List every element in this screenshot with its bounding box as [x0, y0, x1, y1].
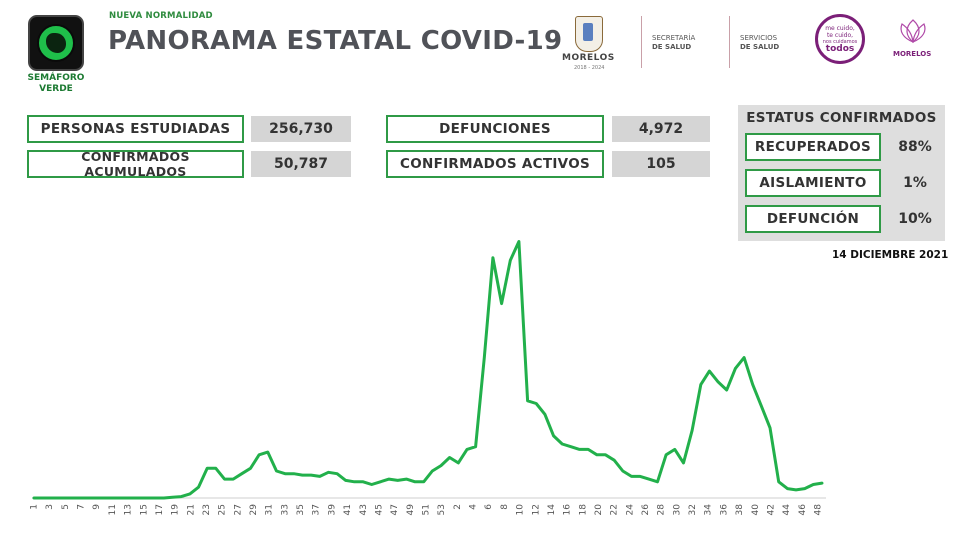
x-tick-label: 47 [390, 504, 400, 515]
x-axis-ticks: 1 3 5 7 9 11 13 15 17 19 21 23 25 27 29 31 33 35 37 39 41 43 4… [30, 504, 824, 516]
x-tick-label: 23 [202, 504, 212, 515]
x-tick-label: 40 [751, 504, 761, 516]
x-tick-label: 25 [218, 504, 228, 515]
personas-estudiadas-label: PERSONAS ESTUDIADAS [27, 115, 244, 143]
x-tick-label: 24 [625, 504, 635, 516]
divider [729, 16, 730, 68]
personas-estudiadas-value: 256,730 [251, 116, 351, 142]
x-tick-label: 11 [108, 504, 118, 515]
x-tick-label: 19 [171, 504, 181, 516]
x-tick-label: 20 [594, 504, 604, 516]
gov-years: 2018 - 2024 [574, 65, 605, 71]
x-tick-label: 38 [735, 504, 745, 516]
confirmados-activos-value: 105 [612, 151, 710, 177]
x-tick-label: 1 [30, 504, 40, 510]
campaign-line1: me cuido, [825, 25, 855, 32]
x-tick-label: 45 [375, 504, 385, 515]
confirmados-activos-label: CONFIRMADOS ACTIVOS [386, 150, 604, 178]
x-tick-label: 16 [563, 504, 573, 516]
aislamiento-label: AISLAMIENTO [745, 169, 881, 197]
confirmados-acumulados-value: 50,787 [251, 151, 351, 177]
crest-icon [575, 16, 603, 52]
aislamiento-value: 1% [903, 175, 927, 191]
x-tick-label: 13 [124, 504, 134, 515]
defuncion-value: 10% [898, 211, 932, 227]
x-tick-label: 21 [186, 504, 196, 515]
x-tick-label: 31 [265, 504, 275, 515]
series-line [32, 240, 824, 500]
x-tick-label: 34 [704, 504, 714, 516]
recuperados-label: RECUPERADOS [745, 133, 881, 161]
campaign-logo: me cuido, te cuido, nos cuidamos todos [815, 14, 865, 64]
dept2-line1: SERVICIOS [740, 34, 778, 42]
state-map-icon [46, 33, 66, 53]
x-tick-label: 51 [422, 504, 432, 515]
x-tick-label: 18 [578, 504, 588, 516]
dept-servicios: SERVICIOS DE SALUD [740, 34, 779, 52]
x-tick-label: 48 [814, 504, 824, 516]
x-tick-label: 7 [77, 504, 87, 510]
x-tick-label: 12 [531, 504, 541, 515]
cases-line-chart: 1 3 5 7 9 11 13 15 17 19 21 23 25 27 29 31 33 35 37 39 41 43 4… [30, 240, 826, 516]
x-tick-label: 9 [92, 504, 102, 510]
confirmados-acumulados-label: CONFIRMADOS ACUMULADOS [27, 149, 244, 179]
x-tick-label: 3 [45, 504, 55, 510]
semaforo-status: SEMÁFORO VERDE [14, 73, 98, 95]
x-tick-label: 5 [61, 504, 71, 510]
semaforo-line1: SEMÁFORO [27, 73, 85, 83]
flower-logo-icon [900, 19, 926, 43]
x-tick-label: 17 [155, 504, 165, 515]
x-tick-label: 10 [516, 504, 526, 516]
status-title: ESTATUS CONFIRMADOS [746, 110, 937, 126]
campaign-line2: te cuido, [826, 32, 854, 39]
x-tick-label: 14 [547, 504, 557, 516]
x-tick-label: 49 [406, 504, 416, 516]
x-tick-label: 33 [280, 504, 290, 515]
x-tick-label: 42 [767, 504, 777, 515]
x-tick-label: 46 [798, 504, 808, 516]
x-tick-label: 26 [641, 504, 651, 516]
defunciones-label: DEFUNCIONES [386, 115, 604, 143]
x-tick-label: 41 [343, 504, 353, 515]
divider [641, 16, 642, 68]
x-tick-label: 4 [469, 504, 479, 510]
campaign-line4: todos [825, 44, 855, 54]
brand-name: MORELOS [893, 50, 932, 58]
x-tick-label: 39 [327, 504, 337, 516]
defuncion-label: DEFUNCIÓN [745, 205, 881, 233]
defunciones-value: 4,972 [612, 116, 710, 142]
x-tick-label: 29 [249, 504, 259, 516]
x-tick-label: 32 [688, 504, 698, 515]
x-tick-label: 27 [233, 504, 243, 515]
gov-name: MORELOS [562, 53, 615, 63]
dept1-line1: SECRETARÍA [652, 34, 696, 42]
x-tick-label: 6 [484, 504, 494, 510]
semaforo-line2: VERDE [39, 84, 73, 94]
report-date: 14 DICIEMBRE 2021 [832, 249, 949, 261]
page-title: PANORAMA ESTATAL COVID-19 [108, 26, 563, 56]
x-tick-label: 28 [657, 504, 667, 516]
dept2-line2: DE SALUD [740, 43, 780, 51]
x-tick-label: 53 [437, 504, 447, 515]
x-tick-label: 43 [359, 504, 369, 515]
x-tick-label: 44 [782, 504, 792, 516]
x-tick-label: 15 [139, 504, 149, 515]
x-tick-label: 37 [312, 504, 322, 515]
x-tick-label: 2 [453, 504, 463, 510]
x-tick-label: 30 [672, 504, 682, 516]
x-tick-label: 35 [296, 504, 306, 515]
recuperados-value: 88% [898, 139, 932, 155]
x-tick-label: 36 [719, 504, 729, 516]
x-tick-label: 22 [610, 504, 620, 515]
campaign-line3: nos cuidamos [822, 39, 858, 45]
dept1-line2: DE SALUD [652, 43, 692, 51]
kicker: NUEVA NORMALIDAD [109, 11, 213, 21]
dept-secretaria: SECRETARÍA DE SALUD [652, 34, 695, 52]
semaforo-logo [28, 15, 84, 71]
traffic-light-icon [37, 24, 75, 62]
x-tick-label: 8 [500, 504, 510, 510]
